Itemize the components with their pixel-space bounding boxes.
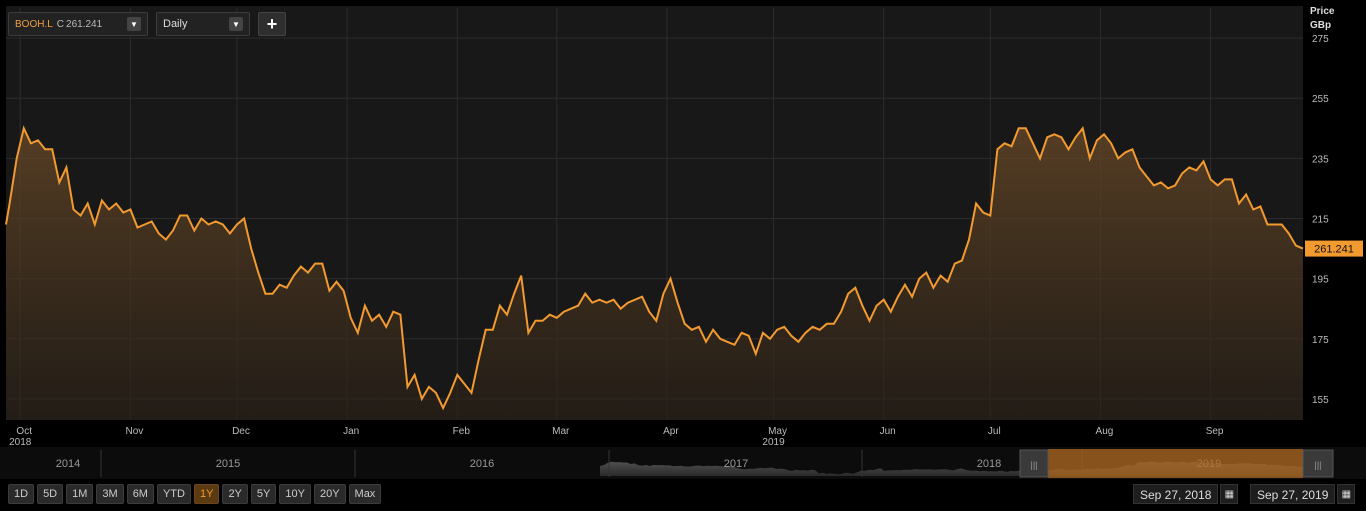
navigator-year-label: 2017 (724, 458, 748, 470)
x-tick-year-label: 2018 (9, 437, 32, 448)
navigator-left-handle[interactable] (1019, 449, 1049, 478)
right-handle-grip-icon: ||| (1314, 460, 1321, 470)
bottom-bar: 1D 5D 1M 3M 6M YTD 1Y 2Y 5Y 10Y 20Y Max Sep 27, 201… (0, 482, 1366, 511)
navigator-year-label: 2018 (977, 458, 1001, 470)
add-indicator-button[interactable]: + (258, 12, 286, 36)
x-tick-label: Jan (343, 426, 359, 437)
calendar-icon[interactable]: ▦ (1220, 484, 1239, 504)
y-tick-label: 175 (1312, 335, 1329, 346)
interval-value: Daily (163, 18, 188, 30)
range-button-5d[interactable]: 5D (37, 484, 64, 504)
x-tick-label: Aug (1096, 426, 1114, 437)
calendar-icon[interactable]: ▦ (1337, 484, 1356, 504)
y-axis: 155 175 195 215 235 255 275 (1312, 34, 1329, 406)
close-prefix: C (56, 18, 65, 30)
left-handle-grip-icon: ||| (1030, 460, 1037, 470)
navigator-right-handle[interactable] (1302, 449, 1334, 478)
x-tick-label: Mar (552, 426, 570, 437)
range-button-6m[interactable]: 6M (126, 484, 154, 504)
x-tick-label: Jun (880, 426, 896, 437)
x-tick-label: Apr (663, 426, 679, 437)
y-tick-label: 195 (1312, 275, 1329, 286)
date-from[interactable]: Sep 27, 2018 ▦ (1133, 484, 1239, 504)
interval-selector[interactable]: Daily ▼ (156, 12, 250, 36)
y-tick-label: 215 (1312, 215, 1329, 226)
range-button-max[interactable]: Max (348, 484, 382, 504)
chevron-down-icon: ▼ (127, 17, 141, 31)
x-tick-label: Dec (232, 426, 250, 437)
range-button-10y[interactable]: 10Y (279, 484, 311, 504)
navigator-selection[interactable] (1048, 449, 1303, 478)
range-button-20y[interactable]: 20Y (313, 484, 346, 504)
navigator-year-label: 2016 (470, 458, 494, 470)
last-price-marker: 261.241 (1305, 240, 1363, 257)
date-from-value[interactable]: Sep 27, 2018 (1133, 484, 1219, 504)
range-buttons: 1D 5D 1M 3M 6M YTD 1Y 2Y 5Y 10Y 20Y Max (8, 484, 382, 504)
close-value: 261.241 (66, 18, 103, 30)
x-tick-label: May (768, 426, 787, 437)
range-button-3m[interactable]: 3M (96, 484, 124, 504)
range-button-ytd[interactable]: YTD (156, 484, 191, 504)
y-tick-label: 255 (1312, 94, 1329, 105)
y-tick-label: 275 (1312, 34, 1329, 45)
symbol-selector[interactable]: BOOH.L C 261.241 ▼ (8, 12, 148, 36)
x-tick-year-label: 2019 (762, 437, 785, 448)
navigator-year-label: 2015 (216, 458, 240, 470)
y-tick-label: 235 (1312, 154, 1329, 165)
symbol-ticker: BOOH.L (15, 18, 53, 30)
date-to-value[interactable]: Sep 27, 2019 (1250, 484, 1336, 504)
chevron-down-icon: ▼ (229, 17, 243, 31)
navigator-year-label: 2014 (56, 458, 80, 470)
range-button-5y[interactable]: 5Y (250, 484, 277, 504)
x-tick-label: Nov (125, 426, 143, 437)
x-tick-label: Feb (453, 426, 471, 437)
x-tick-label: Sep (1206, 426, 1224, 437)
range-button-2y[interactable]: 2Y (222, 484, 248, 504)
x-tick-label: Oct (16, 426, 32, 437)
chart-toolbar: BOOH.L C 261.241 ▼ Daily ▼ + (8, 12, 286, 38)
navigator[interactable]: 201420152016201720182019 ||| ||| (0, 447, 1366, 479)
y-axis-title-price: Price (1310, 6, 1335, 17)
y-tick-label: 155 (1312, 395, 1329, 406)
price-series-line (5, 125, 1304, 411)
date-to[interactable]: Sep 27, 2019 ▦ (1250, 484, 1356, 504)
price-area-fill (6, 128, 1303, 421)
range-button-1y[interactable]: 1Y (193, 484, 220, 504)
y-axis-title-unit: GBp (1310, 20, 1331, 31)
range-button-1m[interactable]: 1M (66, 484, 94, 504)
last-price-label: 261.241 (1314, 244, 1354, 256)
range-button-1d[interactable]: 1D (8, 484, 35, 504)
x-tick-label: Jul (988, 426, 1001, 437)
